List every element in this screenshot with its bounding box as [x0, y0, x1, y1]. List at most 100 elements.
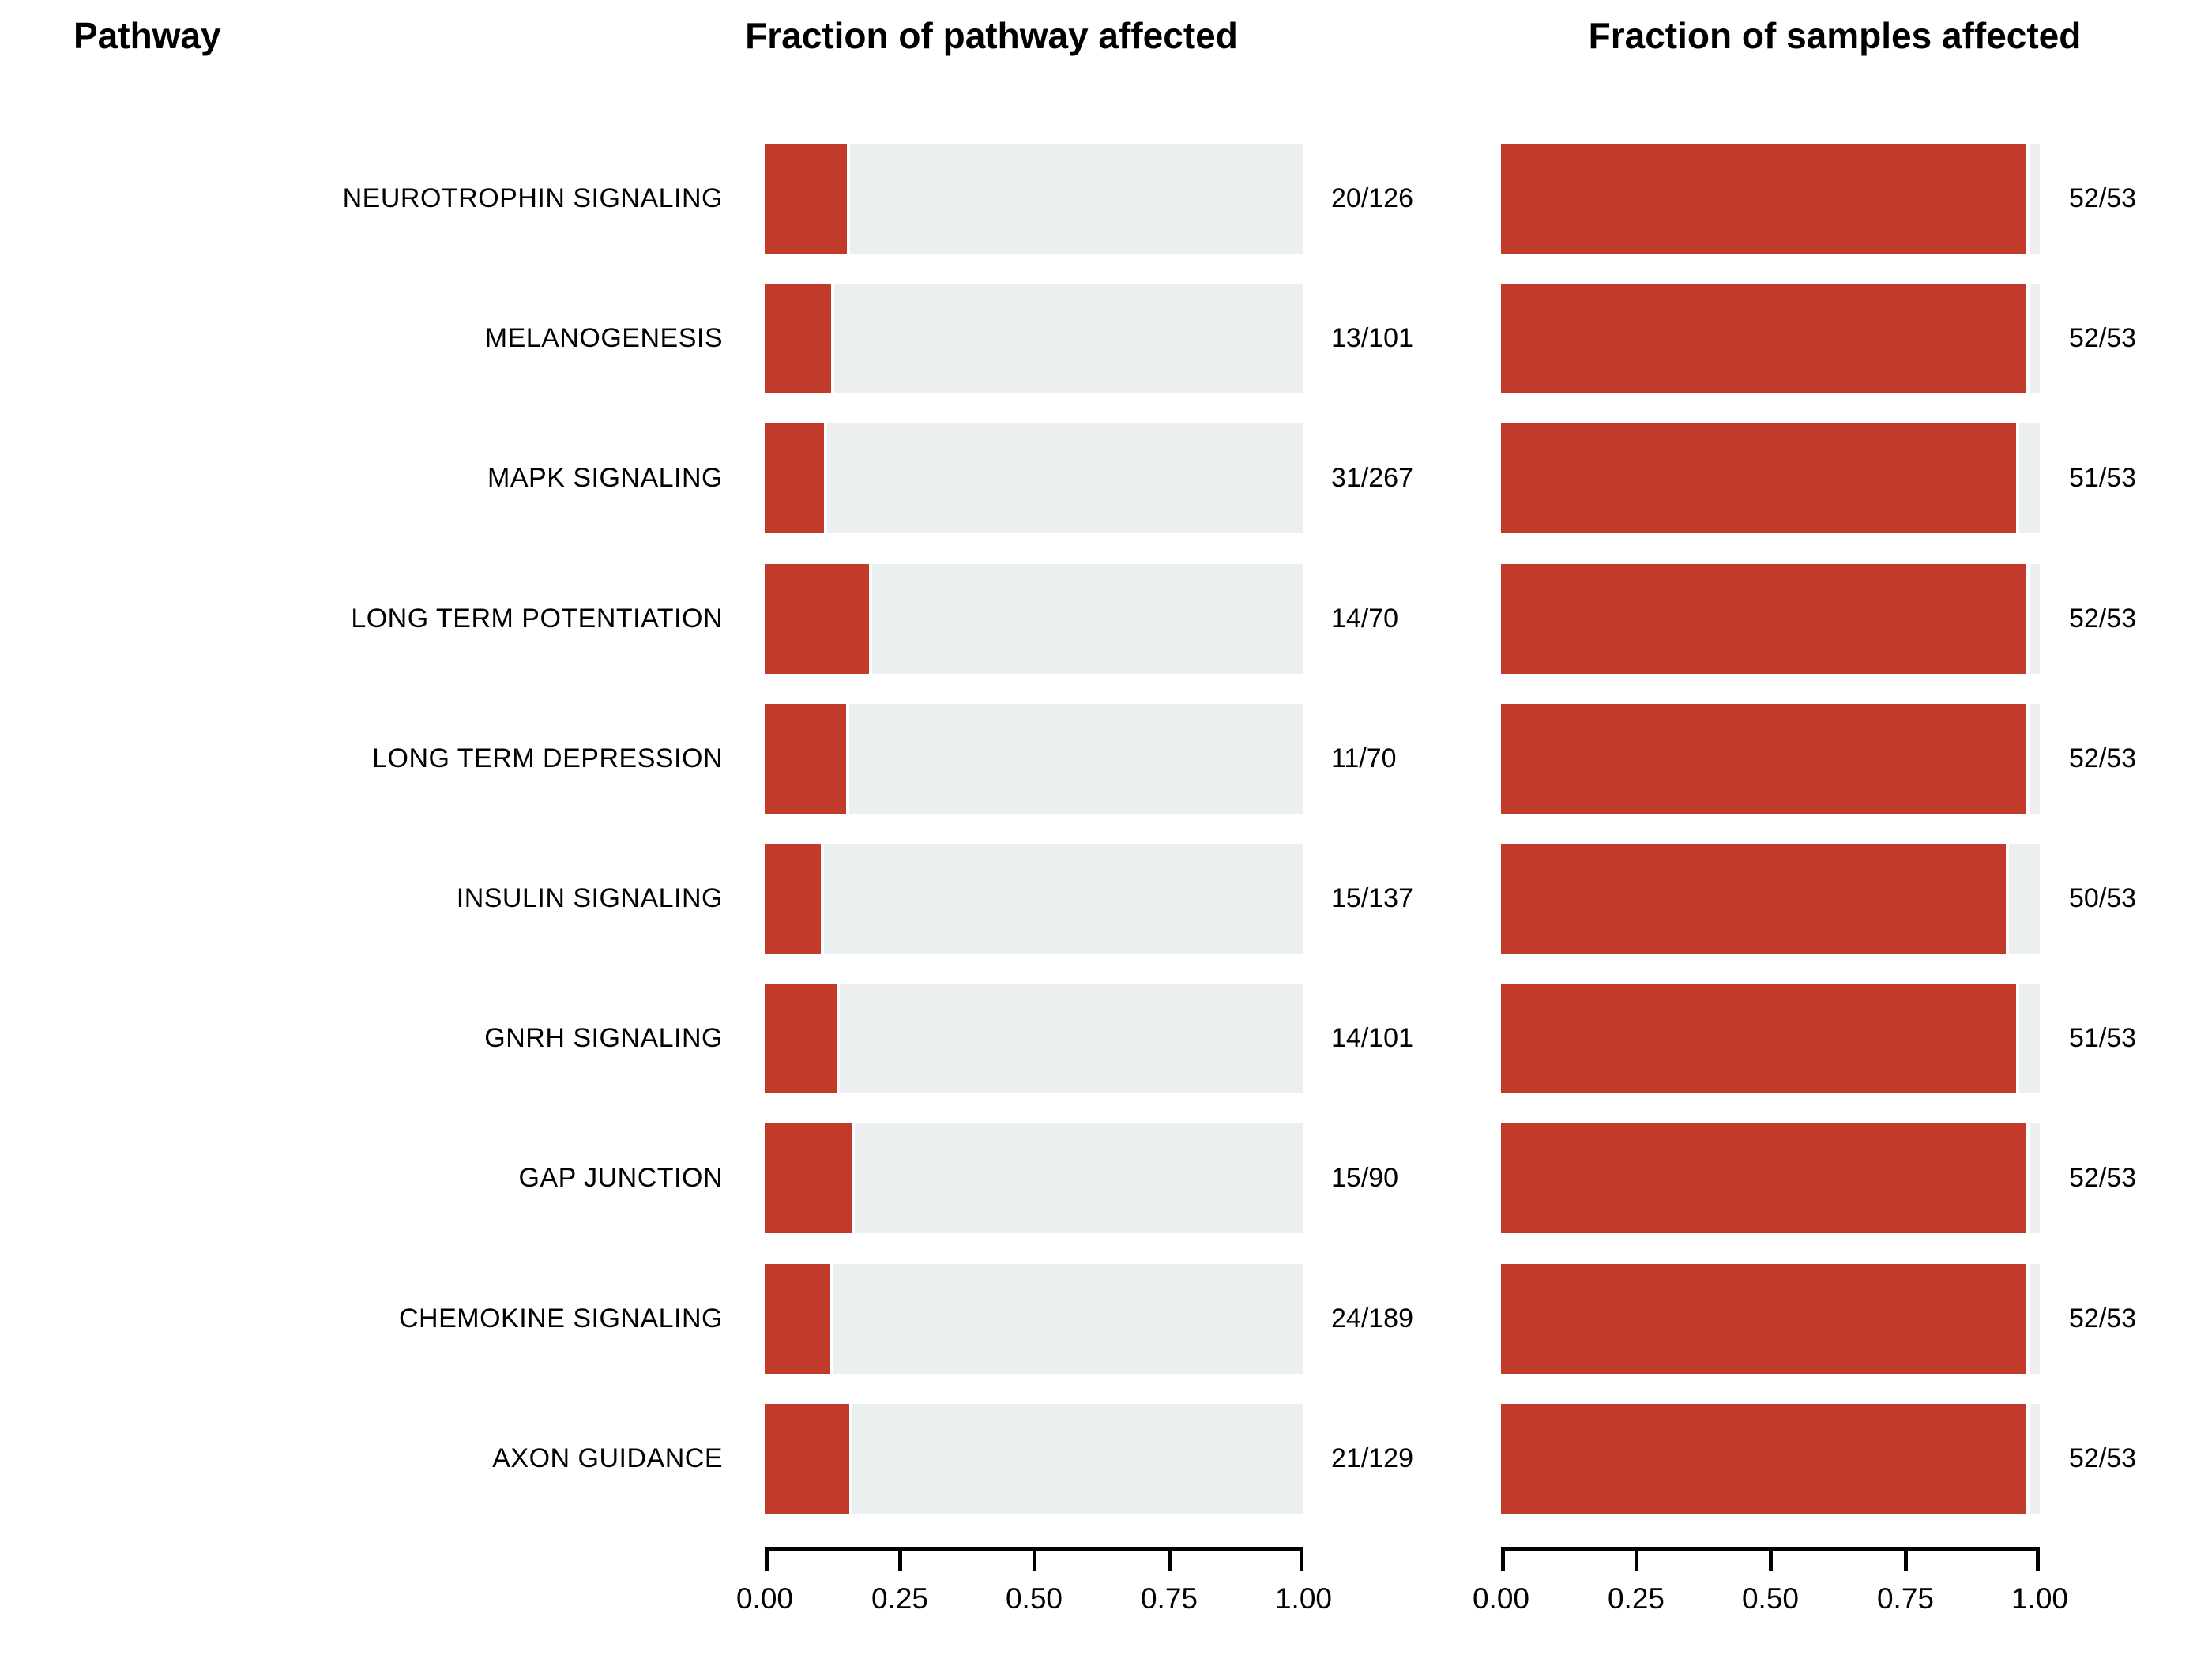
pathway-affected-bar-track	[850, 144, 1304, 254]
pathway-label: GAP JUNCTION	[518, 1163, 723, 1193]
samples-affected-value: 50/53	[2069, 883, 2137, 913]
axis-tick-label: 0.00	[1472, 1582, 1529, 1615]
axis-tick	[765, 1551, 769, 1571]
pathway-affected-bar-track	[855, 1123, 1304, 1233]
samples-affected-value: 51/53	[2069, 1023, 2137, 1053]
fraction-of-pathway-affected-header: Fraction of pathway affected	[745, 15, 1238, 56]
pathway-affected-bar-separator	[837, 984, 840, 1093]
samples-affected-bar	[1501, 1264, 2040, 1374]
pathway-affected-bar-track	[833, 1264, 1304, 1374]
samples-affected-bar-track	[2030, 564, 2040, 674]
fraction-of-samples-affected-header: Fraction of samples affected	[1588, 15, 2082, 56]
pathway-affected-bar	[765, 1123, 1304, 1233]
samples-affected-bar-separator	[2016, 423, 2019, 533]
samples-affected-bar-separator	[2026, 144, 2030, 254]
pathway-affected-bar	[765, 704, 1304, 814]
pathway-label: GNRH SIGNALING	[484, 1023, 723, 1053]
pathway-affected-bar-track	[827, 423, 1304, 533]
pathway-affected-bar	[765, 984, 1304, 1093]
axis-tick-label: 0.00	[735, 1582, 793, 1615]
pathway-affected-bar-separator	[824, 423, 827, 533]
samples-affected-bar-separator	[2026, 1404, 2030, 1514]
pathway-affected-value: 21/129	[1331, 1443, 1413, 1473]
pathway-affected-bar	[765, 1264, 1304, 1374]
samples-affected-bar	[1501, 423, 2040, 533]
pathway-affected-bar-track	[849, 704, 1304, 814]
samples-affected-bar-track	[2019, 423, 2040, 533]
pathway-affected-bar-track	[872, 564, 1304, 674]
pathway-row: LONG TERM POTENTIATION 14/70 52/53	[0, 564, 2212, 674]
samples-affected-bar-track	[2030, 1123, 2040, 1233]
pathway-affected-value: 31/267	[1331, 463, 1413, 493]
axis-tick-label: 1.00	[2011, 1582, 2068, 1615]
pathway-affected-value: 15/90	[1331, 1163, 1399, 1193]
samples-affected-bar-fill	[1501, 984, 2016, 1093]
samples-affected-bar-separator	[2006, 844, 2009, 954]
pathway-label: MAPK SIGNALING	[487, 463, 723, 493]
samples-affected-value: 51/53	[2069, 463, 2137, 493]
pathway-affected-bar-track	[840, 984, 1304, 1093]
samples-affected-bar-track	[2030, 1264, 2040, 1374]
pathway-affected-bar-separator	[831, 284, 834, 393]
samples-affected-bar-fill	[1501, 1123, 2026, 1233]
pathway-affected-bar-separator	[821, 844, 824, 954]
samples-affected-bar-track	[2019, 984, 2040, 1093]
samples-affected-value: 52/53	[2069, 1443, 2137, 1473]
pathway-affected-bar	[765, 284, 1304, 393]
samples-affected-bar-separator	[2016, 984, 2019, 1093]
samples-affected-bar	[1501, 144, 2040, 254]
pathway-label: AXON GUIDANCE	[492, 1443, 723, 1473]
pathway-row: LONG TERM DEPRESSION 11/70 52/53	[0, 704, 2212, 814]
pathway-affected-bar-fill	[765, 1123, 852, 1233]
axis-tick-label: 1.00	[1274, 1582, 1332, 1615]
axis-tick	[1635, 1551, 1638, 1571]
pathway-affected-bar-separator	[830, 1264, 833, 1374]
samples-affected-bar	[1501, 564, 2040, 674]
pathway-affected-bar-separator	[846, 704, 849, 814]
axis-tick-label: 0.25	[1607, 1582, 1665, 1615]
samples-affected-bar-track	[2030, 144, 2040, 254]
pathway-row: INSULIN SIGNALING 15/137 50/53	[0, 844, 2212, 954]
pathway-affected-value: 24/189	[1331, 1304, 1413, 1334]
samples-affected-bar-separator	[2026, 284, 2030, 393]
pathway-label: CHEMOKINE SIGNALING	[398, 1304, 723, 1334]
pathway-affected-bar-fill	[765, 844, 821, 954]
axis-tick	[898, 1551, 902, 1571]
pathway-affected-bar-separator	[869, 564, 872, 674]
pathway-label: INSULIN SIGNALING	[456, 883, 723, 913]
samples-affected-bar-track	[2030, 704, 2040, 814]
samples-affected-bar-track	[2009, 844, 2040, 954]
samples-affected-value: 52/53	[2069, 1163, 2137, 1193]
pathway-affected-value: 15/137	[1331, 883, 1413, 913]
pathway-row: NEUROTROPHIN SIGNALING 20/126 52/53	[0, 144, 2212, 254]
axis-tick-label: 0.50	[1005, 1582, 1063, 1615]
axis-tick	[2036, 1551, 2040, 1571]
axis-tick	[1300, 1551, 1304, 1571]
samples-affected-bar	[1501, 1404, 2040, 1514]
samples-affected-bar-fill	[1501, 144, 2026, 254]
axis-tick	[1769, 1551, 1773, 1571]
pathway-row: GNRH SIGNALING 14/101 51/53	[0, 984, 2212, 1093]
samples-affected-bar-fill	[1501, 1404, 2026, 1514]
pathway-row: MAPK SIGNALING 31/267 51/53	[0, 423, 2212, 533]
pathway-affected-value: 20/126	[1331, 183, 1413, 213]
samples-affected-bar-fill	[1501, 704, 2026, 814]
samples-affected-bar-separator	[2026, 1264, 2030, 1374]
pathway-affected-bar-separator	[849, 1404, 852, 1514]
axis-tick-label: 0.25	[871, 1582, 928, 1615]
samples-affected-value: 52/53	[2069, 323, 2137, 353]
pathway-affected-bar-fill	[765, 984, 837, 1093]
samples-affected-bar-separator	[2026, 704, 2030, 814]
samples-affected-bar-fill	[1501, 844, 2006, 954]
samples-affected-value: 52/53	[2069, 743, 2137, 773]
samples-affected-value: 52/53	[2069, 183, 2137, 213]
axis-tick	[1501, 1551, 1505, 1571]
pathway-affected-bar	[765, 1404, 1304, 1514]
pathway-affected-bar-fill	[765, 1404, 849, 1514]
pathway-affected-bar-track	[824, 844, 1304, 954]
pathway-column-header: Pathway	[73, 15, 221, 56]
samples-affected-bar-fill	[1501, 423, 2016, 533]
pathway-row: CHEMOKINE SIGNALING 24/189 52/53	[0, 1264, 2212, 1374]
pathway-affected-value: 13/101	[1331, 323, 1413, 353]
pathway-label: LONG TERM POTENTIATION	[351, 604, 723, 634]
